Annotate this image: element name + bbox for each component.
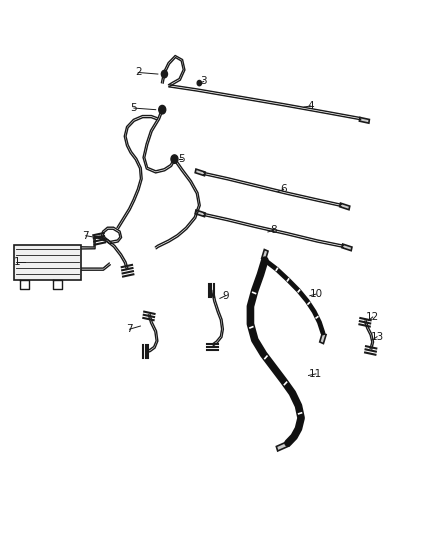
- Bar: [195, 210, 205, 216]
- Text: 5: 5: [179, 154, 185, 164]
- Bar: [276, 441, 289, 451]
- Bar: [340, 203, 350, 210]
- Text: 12: 12: [366, 312, 379, 322]
- Circle shape: [161, 70, 167, 78]
- Circle shape: [159, 106, 166, 114]
- Text: 1: 1: [14, 257, 21, 267]
- FancyBboxPatch shape: [14, 245, 81, 280]
- Bar: [261, 249, 268, 260]
- Text: 7: 7: [126, 324, 133, 334]
- Bar: [360, 117, 369, 123]
- Bar: [195, 169, 205, 176]
- Circle shape: [171, 155, 178, 164]
- Text: 11: 11: [309, 369, 322, 379]
- Bar: [342, 244, 352, 251]
- Text: 8: 8: [270, 225, 277, 236]
- Text: 7: 7: [82, 231, 89, 241]
- Circle shape: [197, 80, 201, 86]
- Text: 6: 6: [280, 184, 287, 195]
- Text: 3: 3: [201, 77, 207, 86]
- Text: 13: 13: [371, 332, 384, 342]
- Text: 2: 2: [135, 68, 141, 77]
- Text: 9: 9: [222, 290, 229, 301]
- Bar: [320, 333, 326, 344]
- Text: 4: 4: [307, 101, 314, 111]
- Text: 5: 5: [131, 103, 137, 113]
- Text: 10: 10: [309, 289, 322, 299]
